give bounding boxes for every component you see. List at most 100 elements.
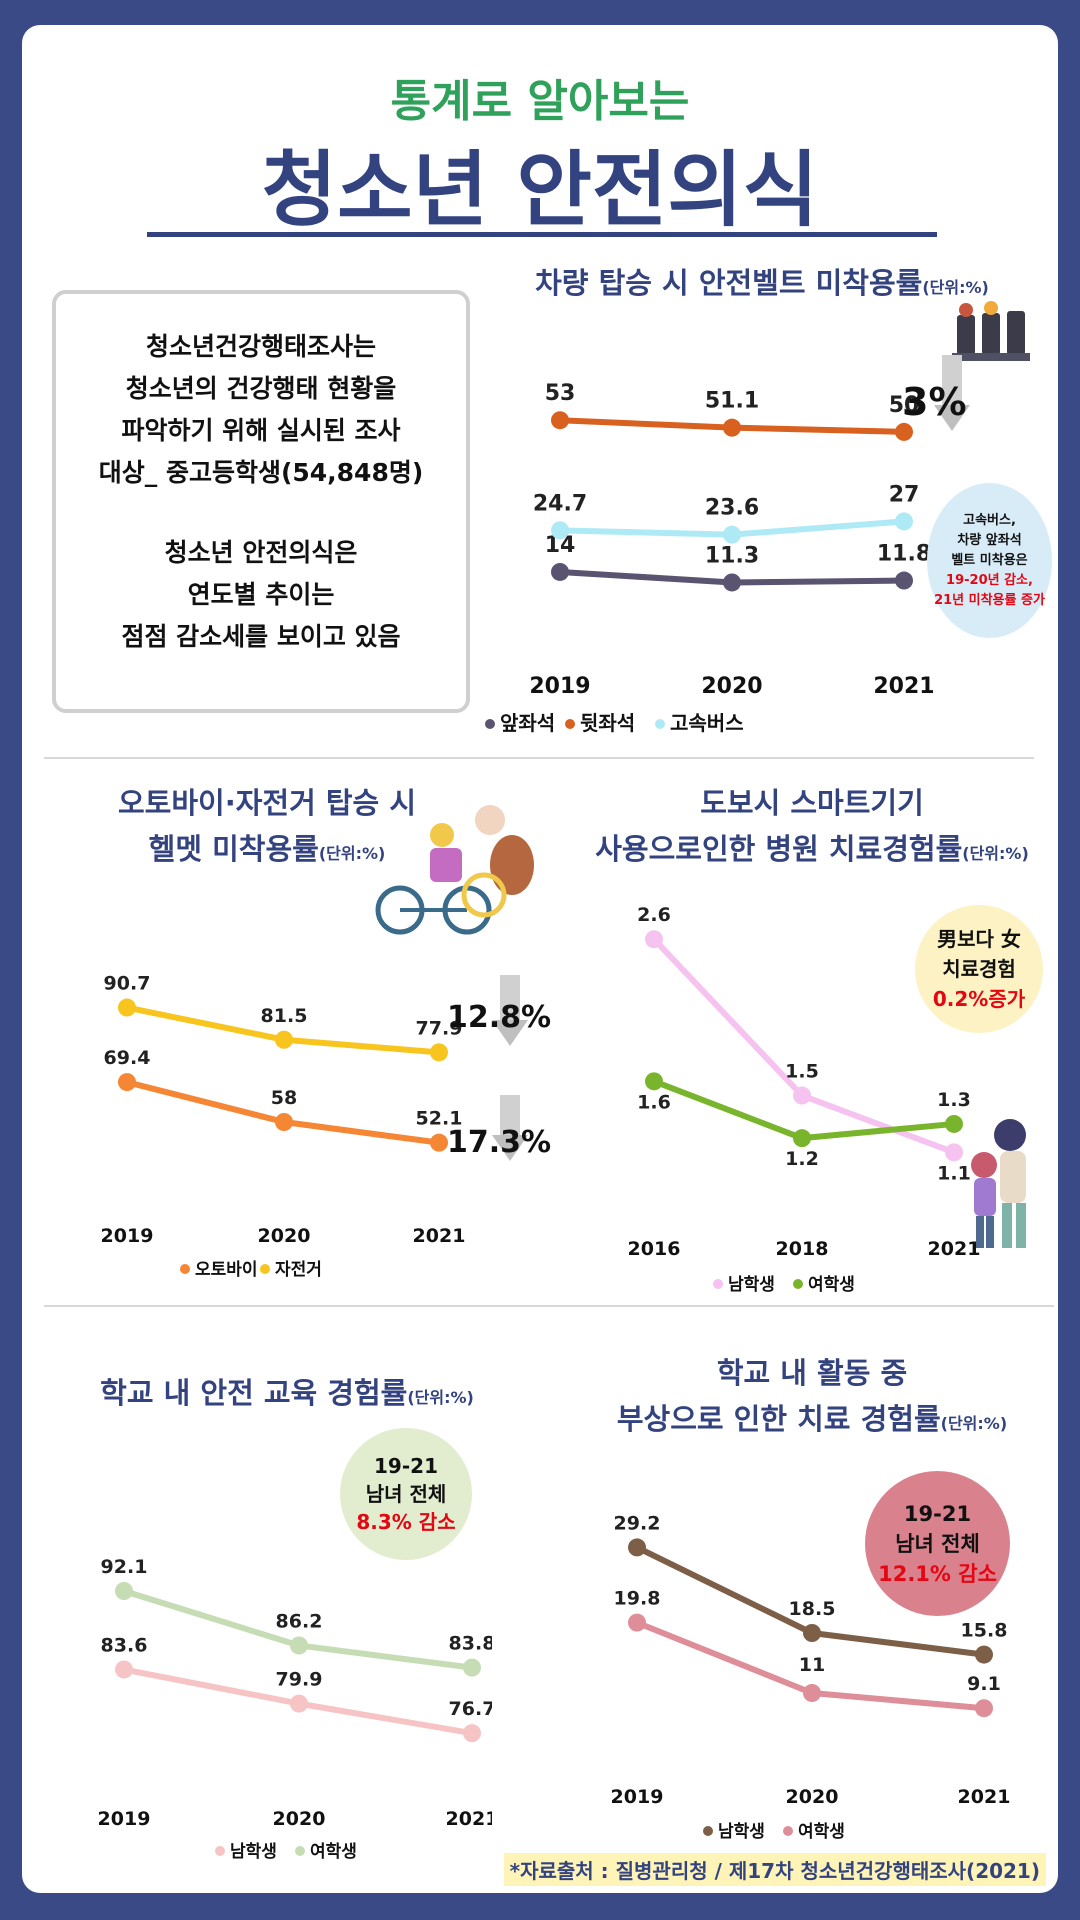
helmet-arrow-2: [492, 1095, 528, 1161]
injury-data-label: 29.2: [614, 1515, 661, 1534]
injury-badge: 19-21 남녀 전체 12.1% 감소: [865, 1471, 1010, 1616]
section-divider: [44, 757, 1034, 759]
seatbelt-data-point: [551, 411, 569, 430]
seatbelt-data-label: 11.3: [705, 543, 759, 568]
seatbelt-data-point: [551, 521, 569, 540]
seatbelt-chart-title: 차량 탑승 시 안전벨트 미착용률(단위:%): [535, 266, 989, 300]
page-subtitle: 통계로 알아보는: [390, 76, 690, 127]
smart-x-tick-label: 2018: [776, 1238, 829, 1260]
walking-students-illustration: [962, 1115, 1052, 1255]
seatbelt-data-label: 50: [889, 393, 920, 418]
info-line: 청소년건강행태조사는: [145, 332, 376, 361]
edu-data-label: 83.8: [449, 1633, 492, 1655]
edu-x-tick-label: 2020: [273, 1808, 326, 1830]
seatbelt-data-point: [551, 562, 569, 581]
helmet-data-label: 77.9: [416, 1017, 463, 1039]
bicycle-riders-illustration: [372, 780, 542, 940]
edu-badge: 19-21 남녀 전체 8.3% 감소: [340, 1428, 472, 1560]
seatbelt-data-point: [895, 512, 913, 531]
injury-data-label: 9.1: [967, 1673, 1001, 1695]
info-line: 청소년 안전의식은: [164, 538, 358, 567]
page-title: 청소년 안전의식: [261, 143, 819, 238]
info-line: 청소년의 건강행태 현황을: [125, 374, 397, 403]
helmet-callout-2: 17.3%: [447, 1125, 552, 1160]
edu-legend-marker: [215, 1846, 225, 1856]
smart-data-label: 1.3: [937, 1089, 971, 1111]
info-paragraph-2: 청소년 안전의식은 연도별 추이는 점점 감소세를 보이고 있음: [56, 532, 466, 658]
seatbelt-legend-marker: [485, 719, 495, 729]
smart-data-point: [645, 930, 663, 949]
seatbelt-data-label: 27: [889, 482, 920, 507]
injury-data-point: [628, 1538, 646, 1557]
smart-legend-label: 여학생: [808, 1275, 855, 1295]
seatbelt-data-label: 23.6: [705, 496, 759, 521]
injury-chart-title: 학교 내 활동 중 부상으로 인한 치료 경험률(단위:%): [616, 1356, 1008, 1436]
injury-data-point: [975, 1699, 993, 1718]
seatbelt-data-label: 11.8: [877, 542, 931, 567]
seatbelt-x-tick-label: 2021: [873, 674, 934, 699]
edu-data-point: [463, 1658, 481, 1677]
infographic-card: 통계로 알아보는 청소년 안전의식 청소년건강행태조사는 청소년의 건강행태 현…: [22, 25, 1058, 1893]
seatbelt-data-label: 24.7: [533, 491, 587, 516]
seatbelt-data-point: [723, 418, 741, 437]
smart-data-label: 1.2: [785, 1148, 819, 1170]
helmet-legend-label: 오토바이: [195, 1260, 258, 1280]
edu-data-label: 76.7: [449, 1698, 492, 1720]
edu-legend-label: 남학생: [230, 1842, 277, 1862]
helmet-arrow-1: [492, 975, 528, 1046]
helmet-x-tick-label: 2020: [258, 1225, 311, 1247]
helmet-data-label: 90.7: [104, 973, 151, 995]
injury-data-label: 15.8: [961, 1620, 1008, 1642]
source-note: *자료출처 : 질병관리청 / 제17차 청소년건강행태조사(2021): [503, 1853, 1046, 1886]
edu-data-label: 86.2: [276, 1610, 323, 1632]
helmet-legend-marker: [180, 1264, 190, 1274]
seatbelt-data-label: 53: [545, 381, 576, 406]
injury-data-point: [803, 1684, 821, 1702]
smart-chart: 2.6 1.5 1.1 1.6 1.2 1.3 2016 2018 2021 남학생 여학생: [628, 905, 981, 1295]
injury-data-point: [628, 1613, 646, 1632]
injury-data-label: 18.5: [789, 1598, 836, 1620]
smart-legend-label: 남학생: [728, 1275, 775, 1295]
helmet-data-point: [275, 1113, 293, 1131]
seatbelt-data-point: [895, 571, 913, 590]
seatbelt-legend-label: 뒷좌석: [580, 711, 635, 735]
title-underline: [147, 232, 937, 237]
info-line: 점점 감소세를 보이고 있음: [121, 622, 401, 651]
helmet-callout-1: 12.8%: [447, 1000, 552, 1035]
seatbelt-legend-marker: [655, 719, 665, 729]
edu-data-label: 79.9: [276, 1669, 323, 1691]
helmet-data-point: [118, 1073, 136, 1092]
seatbelt-callout: 3%: [902, 380, 967, 424]
edu-data-label: 92.1: [101, 1556, 148, 1578]
helmet-data-label: 58: [271, 1087, 297, 1109]
helmet-chart: 69.4 58 52.1 90.7 81.5 77.9 2019 2020 2021 오토바이 자전…: [101, 973, 466, 1280]
seatbelt-x-tick-label: 2019: [529, 674, 590, 699]
smart-data-point: [645, 1072, 663, 1091]
injury-x-tick-label: 2020: [786, 1786, 839, 1808]
seatbelt-badge: 고속버스, 차량 앞좌석 벨트 미착용은 19-20년 감소, 21년 미착용률…: [927, 483, 1052, 638]
helmet-data-point: [275, 1030, 293, 1049]
edu-data-point: [463, 1724, 481, 1743]
helmet-data-label: 52.1: [416, 1108, 463, 1130]
edu-chart-title: 학교 내 안전 교육 경험률(단위:%): [100, 1376, 474, 1410]
info-paragraph-1: 청소년건강행태조사는 청소년의 건강행태 현황을 파악하기 위해 실시된 조사 …: [56, 326, 466, 494]
edu-legend-label: 여학생: [310, 1842, 357, 1862]
helmet-legend-marker: [260, 1264, 270, 1274]
smart-legend-marker: [793, 1279, 803, 1289]
helmet-data-point: [430, 1043, 448, 1062]
edu-data-point: [115, 1582, 133, 1600]
injury-x-tick-label: 2019: [611, 1786, 664, 1808]
injury-legend-label: 남학생: [718, 1822, 765, 1842]
seatbelt-x-tick-label: 2020: [701, 674, 762, 699]
seatbelt-data-point: [723, 525, 741, 544]
helmet-data-label: 69.4: [104, 1047, 151, 1069]
injury-chart: 29.2 18.5 15.8 19.8 11 9.1 2019 2020 2021 남학생 여학생: [611, 1515, 1011, 1842]
helmet-data-point: [430, 1133, 448, 1152]
edu-data-point: [290, 1694, 308, 1713]
edu-x-tick-label: 2019: [98, 1808, 151, 1830]
smart-badge: 男보다 女 치료경험 0.2%증가: [915, 905, 1043, 1033]
seatbelt-data-label: 51.1: [705, 389, 759, 414]
smart-series-line-0: [651, 936, 957, 1156]
info-box: 청소년건강행태조사는 청소년의 건강행태 현황을 파악하기 위해 실시된 조사 …: [52, 290, 470, 713]
injury-legend-marker: [703, 1826, 713, 1836]
